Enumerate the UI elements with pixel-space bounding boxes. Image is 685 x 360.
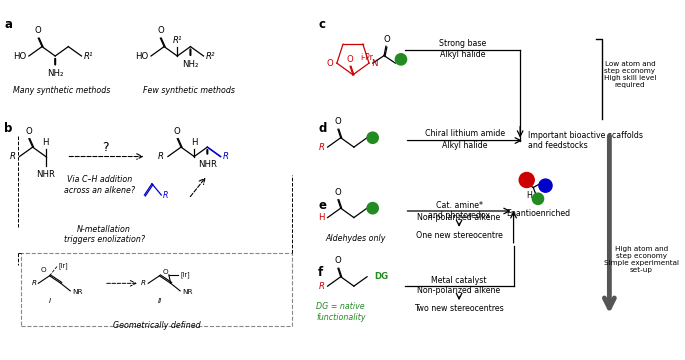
- Text: Low atom and
step economy
High skill level
required: Low atom and step economy High skill lev…: [603, 61, 656, 88]
- Text: Strong base: Strong base: [439, 39, 486, 48]
- Text: O: O: [347, 54, 353, 63]
- Text: e: e: [319, 199, 326, 212]
- Text: NHR: NHR: [36, 170, 55, 179]
- Text: Cat. amine*
and photoredox: Cat. amine* and photoredox: [428, 201, 490, 220]
- Text: R: R: [10, 152, 16, 161]
- Text: R²: R²: [206, 51, 215, 60]
- Text: [Ir]: [Ir]: [59, 262, 68, 269]
- Text: Cl: Cl: [369, 206, 376, 211]
- Text: R¹: R¹: [84, 51, 93, 60]
- Text: O: O: [25, 127, 32, 136]
- Text: H: H: [319, 213, 325, 222]
- Text: d: d: [319, 122, 327, 135]
- Text: O: O: [334, 188, 341, 197]
- Text: R¹: R¹: [173, 36, 182, 45]
- Text: R: R: [223, 152, 228, 161]
- Text: Chiral lithium amide: Chiral lithium amide: [425, 129, 505, 138]
- Text: NH₂: NH₂: [47, 69, 64, 78]
- Circle shape: [367, 203, 378, 214]
- Text: [Ir]: [Ir]: [180, 271, 190, 278]
- Circle shape: [532, 193, 544, 204]
- Text: R: R: [141, 280, 147, 286]
- Text: c: c: [319, 18, 325, 31]
- Text: Non-polarized alkene: Non-polarized alkene: [417, 213, 501, 222]
- Text: Non-polarized alkene: Non-polarized alkene: [417, 286, 501, 295]
- Text: NHR: NHR: [198, 160, 217, 169]
- Text: a: a: [4, 18, 12, 31]
- Text: Few synthetic methods: Few synthetic methods: [142, 86, 234, 95]
- Text: i-Pr: i-Pr: [360, 53, 373, 62]
- Text: b: b: [4, 122, 13, 135]
- Text: R: R: [32, 280, 36, 286]
- Text: Via C–H addition
across an alkene?: Via C–H addition across an alkene?: [64, 175, 135, 195]
- Text: NH₂: NH₂: [182, 60, 199, 69]
- Text: Cl: Cl: [369, 135, 376, 140]
- Text: Metal catalyst: Metal catalyst: [432, 276, 487, 285]
- Text: High atom and
step economy
Simple experimental
set-up: High atom and step economy Simple experi…: [603, 246, 679, 273]
- Text: Geometrically defined: Geometrically defined: [113, 321, 201, 330]
- Text: O: O: [174, 127, 181, 136]
- Text: O: O: [384, 35, 390, 44]
- Circle shape: [367, 132, 378, 143]
- Text: R: R: [163, 190, 169, 199]
- Text: f: f: [319, 266, 323, 279]
- Text: R: R: [158, 152, 164, 161]
- Text: O: O: [523, 175, 530, 184]
- Text: ?: ?: [103, 141, 109, 154]
- Text: II: II: [158, 298, 162, 304]
- Circle shape: [519, 172, 534, 188]
- Text: N-metallation
triggers enolization?: N-metallation triggers enolization?: [64, 225, 145, 244]
- Circle shape: [539, 179, 552, 192]
- Text: NR: NR: [182, 289, 192, 295]
- Text: O: O: [162, 269, 168, 275]
- Text: R: R: [319, 143, 325, 152]
- Text: O: O: [40, 267, 46, 273]
- Text: O: O: [35, 26, 42, 35]
- Text: Cl: Cl: [398, 57, 404, 62]
- Text: H: H: [527, 190, 532, 199]
- Text: Enantioenriched: Enantioenriched: [506, 209, 570, 218]
- Text: H: H: [191, 138, 197, 147]
- Text: Two new stereocentres: Two new stereocentres: [414, 304, 504, 313]
- Text: Many synthetic methods: Many synthetic methods: [13, 86, 110, 95]
- Text: O: O: [334, 256, 341, 265]
- Text: Alkyl halide: Alkyl halide: [440, 50, 485, 59]
- Text: O: O: [334, 117, 341, 126]
- Text: HO: HO: [135, 51, 148, 60]
- Text: Aldehydes only: Aldehydes only: [325, 234, 386, 243]
- Text: H: H: [42, 138, 49, 147]
- Text: HO: HO: [13, 51, 26, 60]
- Text: R: R: [319, 282, 325, 291]
- Text: DG = native
functionality: DG = native functionality: [316, 302, 366, 321]
- Text: One new stereocentre: One new stereocentre: [416, 231, 503, 240]
- Circle shape: [395, 54, 407, 65]
- Text: Important bioactive scaffolds
and feedstocks: Important bioactive scaffolds and feedst…: [527, 131, 643, 150]
- Text: Alkyl halide: Alkyl halide: [442, 140, 488, 149]
- Text: I: I: [49, 298, 51, 304]
- Text: N: N: [371, 59, 377, 68]
- Text: O: O: [157, 26, 164, 35]
- Text: DG: DG: [375, 272, 388, 281]
- Text: O: O: [326, 59, 333, 68]
- Text: NR: NR: [72, 289, 83, 295]
